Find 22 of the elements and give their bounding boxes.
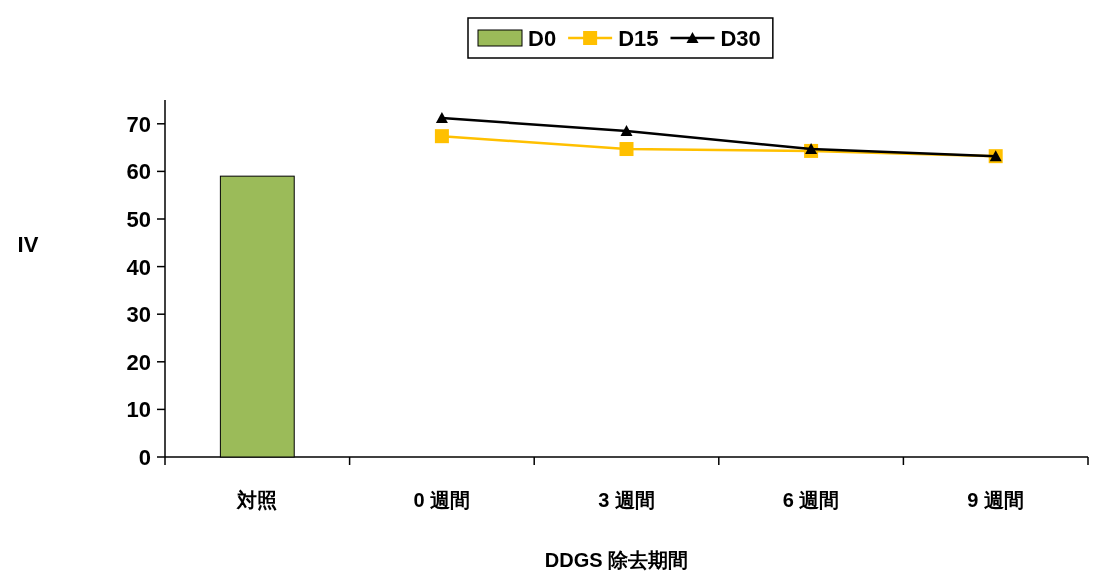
y-tick-label: 20 <box>126 349 151 375</box>
x-tick-label: 6 週間 <box>782 489 840 511</box>
point <box>619 142 634 157</box>
legend-label: D15 <box>618 26 659 51</box>
y-tick-label: 70 <box>126 111 151 137</box>
y-tick-label: 60 <box>126 159 151 185</box>
x-tick-label: 0 週間 <box>413 489 471 511</box>
y-tick-label: 10 <box>126 397 151 423</box>
y-axis-title: IV <box>17 232 39 257</box>
point <box>435 112 448 124</box>
legend-label: D30 <box>720 26 761 51</box>
legend-label: D0 <box>528 26 557 51</box>
x-axis-title: DDGS 除去期間 <box>544 549 689 571</box>
point <box>620 124 633 136</box>
y-tick-label: 30 <box>126 302 151 328</box>
x-tick-label: 対照 <box>236 489 278 511</box>
x-tick-label: 3 週間 <box>598 489 655 511</box>
y-tick-label: 40 <box>126 254 151 280</box>
y-tick-label: 0 <box>138 445 151 470</box>
y-tick-label: 50 <box>126 207 151 232</box>
point <box>434 129 449 144</box>
x-tick-label: 9 週間 <box>967 489 1025 511</box>
